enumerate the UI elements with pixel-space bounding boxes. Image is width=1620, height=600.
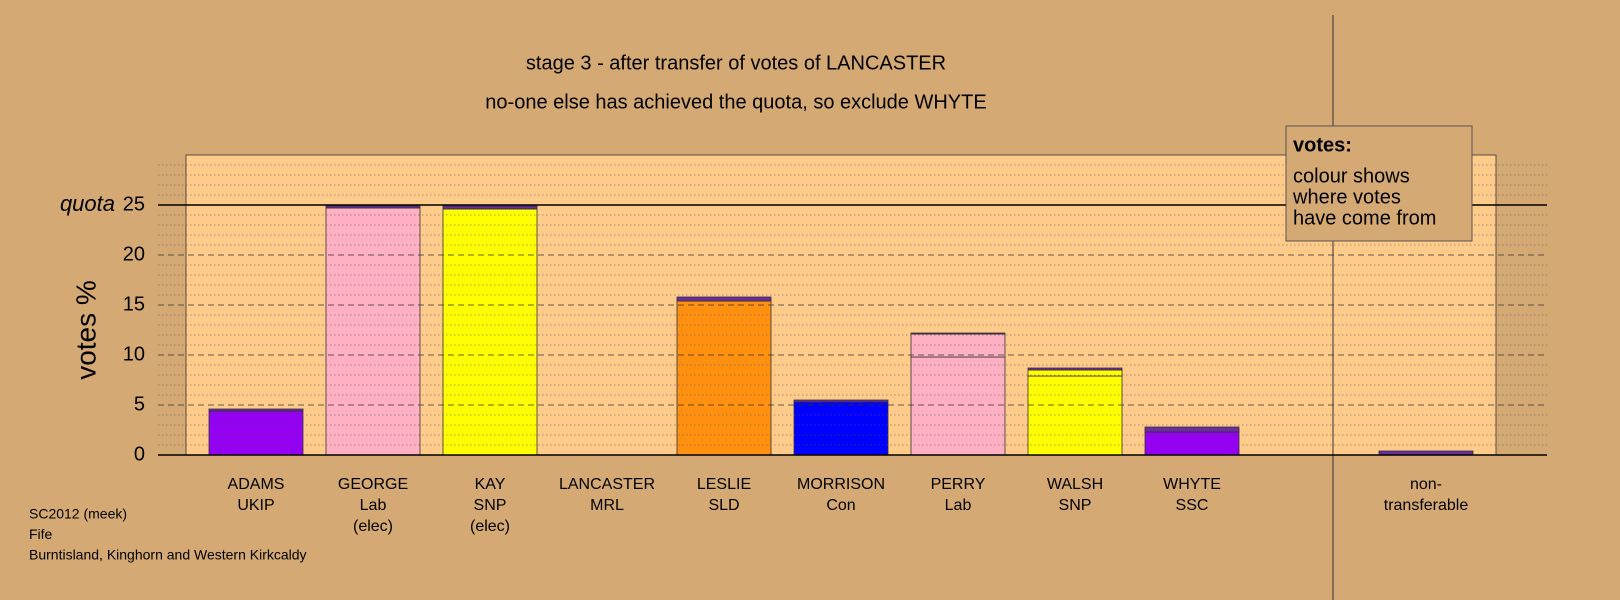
bar-segment xyxy=(1027,367,1123,371)
x-tick-label: (elec) xyxy=(470,518,510,535)
x-tick-label: LANCASTER xyxy=(559,476,655,493)
chart-subtitle: no-one else has achieved the quota, so e… xyxy=(485,91,986,113)
bar-segment xyxy=(910,333,1006,358)
y-tick-label: 0 xyxy=(134,443,145,465)
x-tick-label: transferable xyxy=(1384,497,1469,514)
x-tick-label: Lab xyxy=(360,497,387,514)
x-tick-label: SNP xyxy=(1059,497,1092,514)
bar-segment xyxy=(676,300,772,456)
note-heading: votes: xyxy=(1293,134,1352,156)
x-tick-label: LESLIE xyxy=(697,476,751,493)
note-box xyxy=(1285,125,1473,242)
bar-segment xyxy=(325,205,421,209)
x-tick-label: Con xyxy=(826,497,855,514)
bar-segment xyxy=(676,296,772,302)
bar-segment xyxy=(208,410,304,456)
bar-segment xyxy=(208,408,304,412)
bar-segment xyxy=(910,356,1006,456)
bars xyxy=(208,205,1474,456)
x-tick-label: SSC xyxy=(1176,497,1209,514)
x-tick-label: SLD xyxy=(708,497,739,514)
note-line: colour shows xyxy=(1293,165,1410,187)
bar-segment xyxy=(1144,426,1240,433)
x-tick-label: SNP xyxy=(474,497,507,514)
x-tick-label: (elec) xyxy=(353,518,393,535)
chart-title: stage 3 - after transfer of votes of LAN… xyxy=(526,52,946,74)
x-tick-label: WALSH xyxy=(1047,476,1103,493)
bar-segment xyxy=(793,399,889,403)
y-tick-label: 10 xyxy=(123,343,145,365)
bar-segment xyxy=(793,401,889,456)
x-tick-label: ADAMS xyxy=(228,476,285,493)
bar-segment xyxy=(1144,431,1240,456)
x-tick-label: Lab xyxy=(945,497,972,514)
y-tick-label: 20 xyxy=(123,243,145,265)
footer-line: Fife xyxy=(29,526,53,542)
x-tick-label: MORRISON xyxy=(797,476,885,493)
y-tick-label: 15 xyxy=(123,293,145,315)
x-tick-label: WHYTE xyxy=(1163,476,1221,493)
x-tick-label: GEORGE xyxy=(338,476,408,493)
bar-segment xyxy=(325,207,421,456)
x-tick-label: UKIP xyxy=(237,497,274,514)
footer-line: SC2012 (meek) xyxy=(29,506,127,522)
bar-segment xyxy=(442,208,538,456)
x-tick-label: MRL xyxy=(590,497,624,514)
footer-line: Burntisland, Kinghorn and Western Kirkca… xyxy=(29,547,307,563)
x-tick-label: PERRY xyxy=(931,476,986,493)
note-line: have come from xyxy=(1293,207,1436,229)
quota-label: quota xyxy=(60,191,115,216)
bar-segment xyxy=(1027,375,1123,456)
bar-segment xyxy=(442,205,538,210)
bar-segment xyxy=(910,332,1006,335)
y-axis-label: votes % xyxy=(70,280,101,380)
y-tick-label: 25 xyxy=(123,193,145,215)
note-line: where votes xyxy=(1292,186,1401,208)
x-tick-label: KAY xyxy=(475,476,506,493)
y-tick-label: 5 xyxy=(134,393,145,415)
x-tick-label: non- xyxy=(1410,476,1442,493)
